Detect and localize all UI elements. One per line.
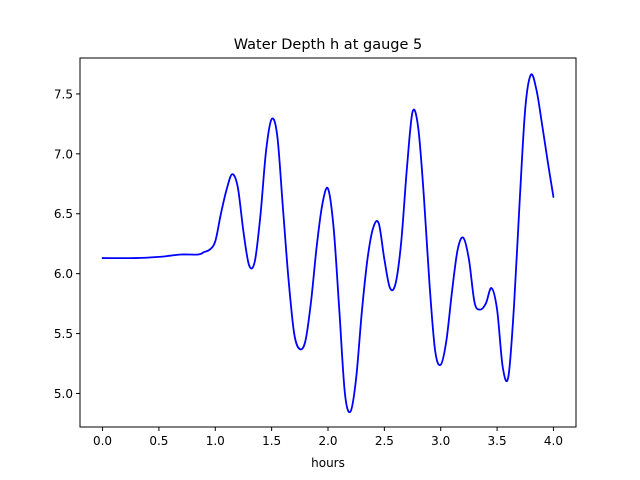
x-tick-label: 3.5 (488, 434, 507, 448)
x-tick-label: 1.0 (206, 434, 225, 448)
x-tick-label: 1.5 (262, 434, 281, 448)
x-tick-label: 4.0 (544, 434, 563, 448)
series-layer (101, 73, 555, 414)
x-axis: 0.0 0.5 1.0 1.5 2.0 2.5 3.0 3.5 4.0 (93, 427, 563, 448)
x-tick-label: 0.0 (93, 434, 112, 448)
y-tick-label: 7.5 (54, 87, 73, 101)
series-line-0 (101, 73, 555, 414)
chart-title: Water Depth h at gauge 5 (234, 37, 422, 53)
y-tick-label: 6.5 (54, 207, 73, 221)
y-tick-label: 7.0 (54, 147, 73, 161)
y-tick-label: 5.0 (54, 387, 73, 401)
x-axis-label: hours (311, 456, 345, 470)
x-tick-label: 0.5 (149, 434, 168, 448)
y-tick-label: 5.5 (54, 327, 73, 341)
y-axis: 5.0 5.5 6.0 6.5 7.0 7.5 (54, 87, 80, 401)
x-tick-label: 3.0 (431, 434, 450, 448)
y-tick-label: 6.0 (54, 267, 73, 281)
x-tick-label: 2.5 (375, 434, 394, 448)
x-tick-label: 2.0 (318, 434, 337, 448)
